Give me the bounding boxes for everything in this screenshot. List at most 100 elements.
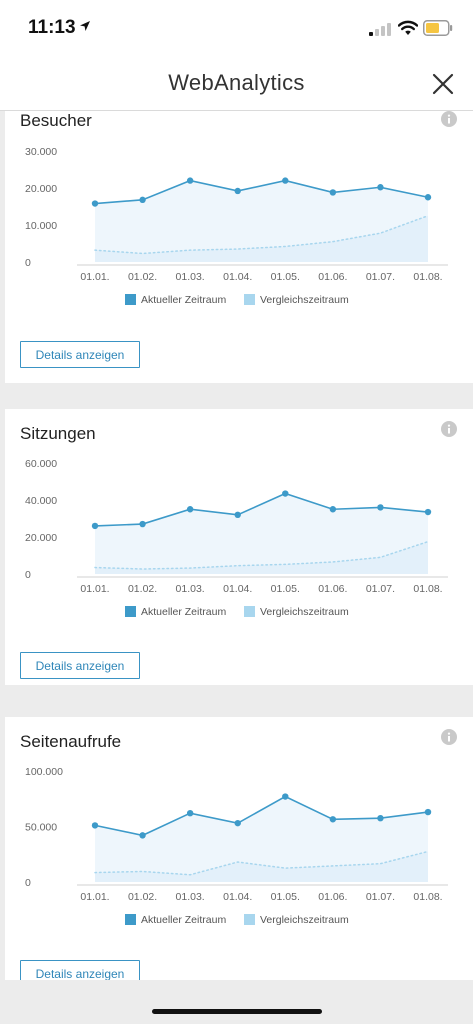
- data-point[interactable]: [424, 194, 432, 201]
- card-title: Besucher: [20, 111, 92, 130]
- x-tick-label: 01.05.: [271, 891, 300, 903]
- x-tick-label: 01.03.: [176, 271, 205, 283]
- y-tick-label: 10.000: [25, 220, 57, 232]
- data-point[interactable]: [377, 504, 384, 511]
- home-indicator[interactable]: [152, 1009, 322, 1014]
- status-time: 11:13: [28, 17, 76, 38]
- battery-icon: [423, 20, 453, 36]
- data-point[interactable]: [329, 189, 337, 196]
- data-point[interactable]: [282, 177, 289, 184]
- y-tick-label: 100.000: [25, 766, 63, 778]
- x-tick-label: 01.06.: [318, 891, 347, 903]
- legend-label-current[interactable]: Aktueller Zeitraum: [141, 914, 226, 926]
- y-tick-label: 20.000: [25, 183, 57, 195]
- data-point[interactable]: [234, 187, 241, 195]
- current-series-line: [94, 179, 429, 205]
- x-tick-label: 01.01.: [80, 271, 109, 283]
- legend-swatch-comparison[interactable]: [244, 914, 255, 925]
- close-icon[interactable]: [432, 73, 454, 95]
- comparison-series-line: [94, 850, 429, 876]
- comparison-series-area: [95, 541, 428, 574]
- line-chart: 100.000 50.000 0 01.01. 01.02. 01.03. 01.04. 01…: [25, 766, 448, 926]
- data-point[interactable]: [91, 200, 99, 207]
- y-tick-label: 40.000: [25, 495, 57, 507]
- navigation-bar: WebAnalytics: [0, 58, 473, 111]
- legend-label-current[interactable]: Aktueller Zeitraum: [141, 606, 226, 618]
- x-tick-label: 01.04.: [223, 583, 252, 595]
- details-button[interactable]: Details anzeigen: [20, 341, 140, 368]
- data-point[interactable]: [139, 196, 146, 204]
- x-tick-label: 01.01.: [80, 891, 109, 903]
- y-tick-label: 60.000: [25, 458, 57, 470]
- status-bar: 11:13: [0, 0, 473, 58]
- comparison-series-line: [94, 540, 429, 570]
- data-point[interactable]: [234, 511, 241, 518]
- x-tick-label: 01.08.: [413, 891, 442, 903]
- info-icon[interactable]: [441, 421, 457, 437]
- data-point[interactable]: [234, 819, 241, 827]
- data-point[interactable]: [91, 522, 99, 530]
- y-tick-label: 0: [25, 877, 31, 889]
- data-point[interactable]: [377, 184, 384, 191]
- chart-card: Seitenaufrufe 100.000 50.000 0 01.01. 01.02. 0…: [5, 717, 473, 980]
- x-tick-label: 01.02.: [128, 891, 157, 903]
- data-point[interactable]: [377, 814, 384, 822]
- x-tick-label: 01.03.: [176, 891, 205, 903]
- info-icon[interactable]: [441, 729, 457, 745]
- data-point[interactable]: [282, 793, 289, 800]
- data-point[interactable]: [282, 490, 289, 497]
- card-title: Sitzungen: [20, 424, 96, 443]
- legend-label-comparison[interactable]: Vergleichszeitraum: [260, 294, 349, 306]
- data-point[interactable]: [139, 832, 146, 839]
- legend-swatch-comparison[interactable]: [244, 294, 255, 305]
- data-point[interactable]: [424, 808, 432, 816]
- cellular-signal-icon: [369, 23, 391, 36]
- x-tick-label: 01.07.: [366, 271, 395, 283]
- data-point[interactable]: [186, 506, 194, 513]
- y-tick-label: 50.000: [25, 822, 57, 834]
- line-chart: 30.000 20.000 10.000 0 01.01. 01.02. 01.03. 01.…: [25, 146, 448, 306]
- location-arrow-icon: [80, 21, 90, 31]
- x-tick-label: 01.07.: [366, 891, 395, 903]
- comparison-series-line: [94, 215, 429, 255]
- legend-label-comparison[interactable]: Vergleichszeitraum: [260, 914, 349, 926]
- x-tick-label: 01.04.: [223, 891, 252, 903]
- page-title: WebAnalytics: [168, 70, 305, 95]
- wifi-icon: [398, 20, 418, 35]
- comparison-series-area: [95, 851, 428, 882]
- legend-swatch-current[interactable]: [125, 914, 136, 925]
- legend-label-comparison[interactable]: Vergleichszeitraum: [260, 606, 349, 618]
- current-series-line: [94, 492, 429, 527]
- data-point[interactable]: [91, 822, 99, 829]
- x-tick-label: 01.08.: [413, 271, 442, 283]
- legend-swatch-comparison[interactable]: [244, 606, 255, 617]
- data-point[interactable]: [424, 508, 432, 516]
- home-indicator-area: [0, 980, 473, 1024]
- info-icon[interactable]: [441, 111, 457, 127]
- details-button[interactable]: Details anzeigen: [20, 652, 140, 679]
- data-point[interactable]: [329, 816, 337, 823]
- line-chart: 60.000 40.000 20.000 0 01.01. 01.02. 01.03. 01.…: [25, 458, 448, 618]
- current-series-area: [95, 796, 428, 882]
- legend-label-current[interactable]: Aktueller Zeitraum: [141, 294, 226, 306]
- legend-swatch-current[interactable]: [125, 294, 136, 305]
- x-tick-label: 01.03.: [176, 583, 205, 595]
- chart-card: Sitzungen 60.000 40.000 20.000 0 01.01. 01.02.…: [5, 409, 473, 685]
- current-series-line: [94, 795, 429, 837]
- x-tick-label: 01.02.: [128, 271, 157, 283]
- data-point[interactable]: [186, 809, 194, 817]
- data-point[interactable]: [329, 506, 337, 513]
- x-tick-label: 01.02.: [128, 583, 157, 595]
- x-tick-label: 01.06.: [318, 583, 347, 595]
- data-point[interactable]: [186, 177, 194, 184]
- x-tick-label: 01.08.: [413, 583, 442, 595]
- dashboard-scroll-area[interactable]: Besucher 30.000 20.000 10.000 0 01.01. 01.02. 0…: [0, 111, 473, 980]
- details-button[interactable]: Details anzeigen: [20, 960, 140, 980]
- x-tick-label: 01.04.: [223, 271, 252, 283]
- data-point[interactable]: [139, 520, 146, 528]
- legend-swatch-current[interactable]: [125, 606, 136, 617]
- x-tick-label: 01.07.: [366, 583, 395, 595]
- y-tick-label: 20.000: [25, 532, 57, 544]
- card-title: Seitenaufrufe: [20, 732, 122, 751]
- x-tick-label: 01.05.: [271, 583, 300, 595]
